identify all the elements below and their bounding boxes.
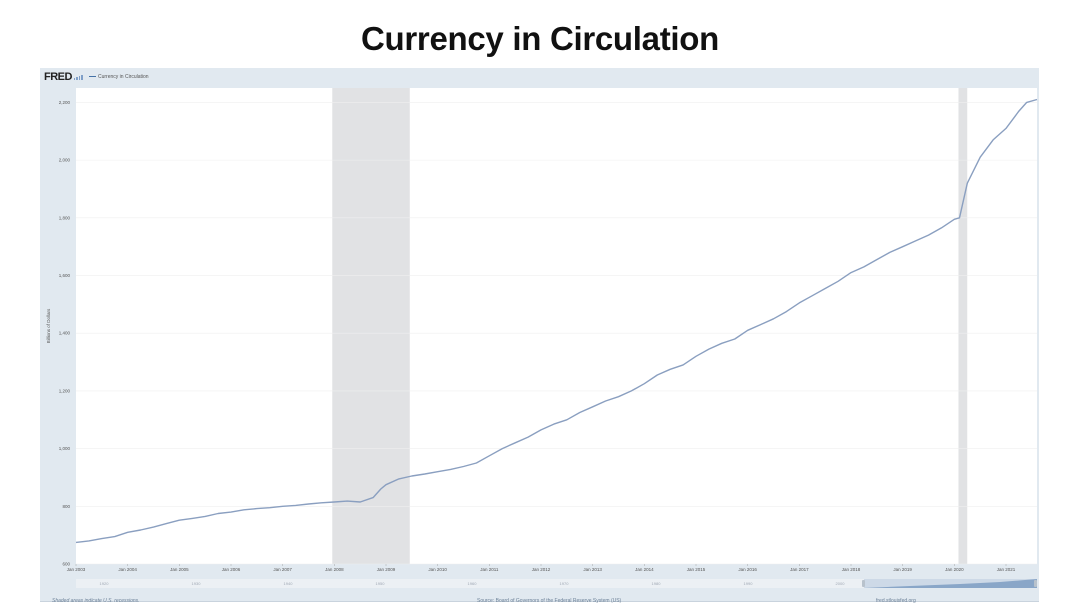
- fred-footer: Shaded areas indicate U.S. recessions. S…: [0, 596, 1080, 607]
- y-axis-ticks: 600 800 1,000 1,200 1,400 1,600 1,800 2,000 2,20…: [59, 100, 71, 567]
- fred-logo[interactable]: FRED: [44, 71, 84, 83]
- y-tick-label: 1,400: [59, 331, 71, 336]
- fred-logo-bars-icon: [73, 71, 84, 83]
- navigator-year-label: 1960: [468, 581, 478, 586]
- navigator-year-label: 1920: [100, 581, 110, 586]
- x-tick-label: Jan 2009: [377, 567, 396, 572]
- y-tick-label: 1,800: [59, 215, 71, 220]
- navigator-year-label: 1930: [192, 581, 202, 586]
- navigator-year-label: 1970: [560, 581, 570, 586]
- x-tick-label: Jan 2020: [945, 567, 964, 572]
- x-tick-label: Jan 2021: [997, 567, 1016, 572]
- x-tick-label: Jan 2011: [480, 567, 499, 572]
- navigator-handle-left[interactable]: [862, 580, 865, 587]
- footer-site-link[interactable]: fred.stlouisfed.org: [876, 598, 916, 604]
- footer-divider: [40, 601, 1039, 602]
- recession-band-1: [958, 88, 968, 564]
- y-tick-label: 2,200: [59, 100, 71, 105]
- plot-area: [76, 88, 1037, 564]
- range-navigator[interactable]: 1920 1930 1940 1950 1960 1970 1980 1990 2000: [76, 579, 1037, 588]
- x-tick-label: Jan 2008: [325, 567, 344, 572]
- y-tick-label: 600: [62, 562, 70, 567]
- x-tick-label: Jan 2013: [583, 567, 602, 572]
- x-tick-label: Jan 2003: [67, 567, 86, 572]
- recession-band-0: [332, 88, 410, 564]
- y-tick-label: 1,600: [59, 273, 71, 278]
- x-tick-label: Jan 2015: [687, 567, 706, 572]
- series-layer: [75, 98, 1038, 544]
- x-tick-label: Jan 2004: [118, 567, 137, 572]
- y-tick-label: 800: [62, 504, 70, 509]
- x-tick-label: Jan 2016: [738, 567, 757, 572]
- footer-recession-note: Shaded areas indicate U.S. recessions.: [52, 598, 140, 604]
- fred-logo-text: FRED: [44, 71, 72, 83]
- legend-label: Currency in Circulation: [98, 74, 149, 80]
- navigator-year-label: 2000: [836, 581, 846, 586]
- x-tick-label: Jan 2017: [790, 567, 809, 572]
- x-axis-ticks: Jan 2003 Jan 2004 Jan 2005 Jan 2006 Jan 2007…: [67, 564, 1016, 572]
- x-tick-label: Jan 2012: [532, 567, 551, 572]
- navigator-labels: 1920 1930 1940 1950 1960 1970 1980 1990 2000: [100, 581, 846, 586]
- x-tick-label: Jan 2005: [170, 567, 189, 572]
- navigator-year-label: 1980: [652, 581, 662, 586]
- navigator-selection[interactable]: [864, 579, 1037, 588]
- x-tick-label: Jan 2006: [222, 567, 241, 572]
- navigator-year-label: 1940: [284, 581, 294, 586]
- legend: Currency in Circulation: [89, 74, 149, 80]
- x-tick-label: Jan 2007: [273, 567, 292, 572]
- x-tick-label: Jan 2014: [635, 567, 654, 572]
- y-tick-label: 1,000: [59, 446, 71, 451]
- x-tick-label: Jan 2018: [842, 567, 861, 572]
- x-tick-label: Jan 2019: [893, 567, 912, 572]
- slide-title: Currency in Circulation: [360, 20, 719, 57]
- navigator-year-label: 1950: [376, 581, 386, 586]
- y-tick-label: 2,000: [59, 158, 71, 163]
- footer-source: Source: Board of Governors of the Federa…: [477, 598, 622, 604]
- recession-shading: [332, 88, 968, 564]
- legend-line-swatch-icon: [89, 76, 96, 78]
- navigator-handle-right[interactable]: [1034, 580, 1037, 587]
- series-line-0: [75, 98, 1038, 544]
- x-tick-label: Jan 2010: [428, 567, 447, 572]
- navigator-track: [76, 579, 1037, 588]
- y-tick-label: 1,200: [59, 388, 71, 393]
- navigator-year-label: 1990: [744, 581, 754, 586]
- gridlines: [76, 102, 1037, 565]
- y-axis-label: Billions of Dollars: [46, 308, 51, 343]
